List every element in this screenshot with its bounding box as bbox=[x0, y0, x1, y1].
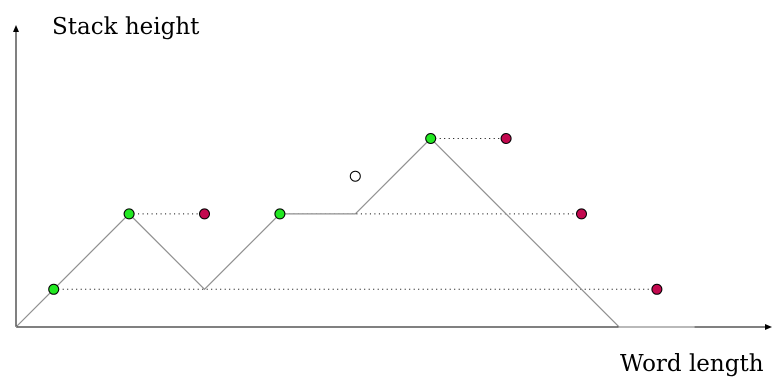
x-axis-arrowhead bbox=[765, 324, 772, 330]
pop-marker-7 bbox=[500, 133, 512, 144]
markers bbox=[48, 133, 663, 295]
push-marker-2 bbox=[123, 208, 135, 220]
stack-height-path bbox=[15, 137, 695, 328]
push-marker-1 bbox=[48, 283, 60, 295]
push-marker-6 bbox=[425, 133, 437, 144]
neutral-marker-5 bbox=[349, 170, 361, 182]
y-axis-arrowhead bbox=[13, 25, 19, 32]
x-axis-label: Word length bbox=[620, 351, 764, 377]
push-marker-4 bbox=[274, 208, 286, 220]
pop-marker-3 bbox=[199, 208, 210, 220]
y-axis-label: Stack height bbox=[52, 14, 200, 40]
y-axis bbox=[13, 25, 19, 327]
pop-marker-9 bbox=[651, 283, 663, 295]
stack-path bbox=[15, 137, 695, 328]
pop-marker-8 bbox=[576, 208, 587, 220]
